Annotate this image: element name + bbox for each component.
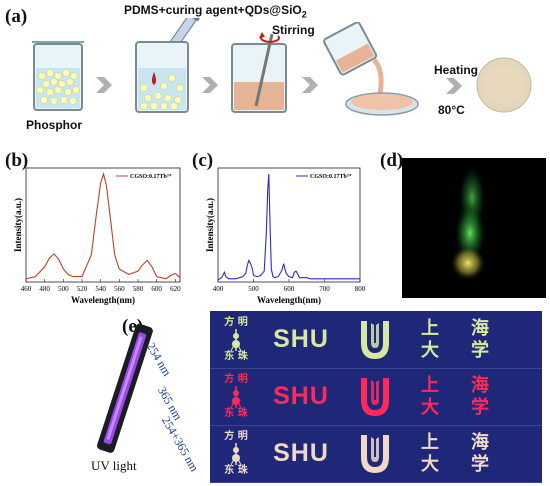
cjk-char-hai: 海 (471, 317, 489, 339)
chart-c: 400 500 600 700 800 CGSO:0.17Tb³⁺ Wavelength(n… (205, 167, 366, 305)
hai-xue-text: 海学 (452, 312, 508, 367)
x-tick-label: 540 (95, 285, 106, 293)
cjk-char-xue: 学 (471, 453, 489, 475)
shanghai-da-text: 上大 (408, 312, 452, 367)
phosphor-label: Phosphor (26, 118, 82, 132)
cjk-char-da: 大 (421, 396, 439, 418)
formula-prefix: PDMS+curing agent+QDs@SiO (124, 3, 302, 17)
formula-subscript: 2 (301, 9, 307, 20)
y-axis-title: Intensity(a.u.) (13, 198, 23, 252)
logo-text-bottom: 东 珠 (224, 407, 248, 419)
legend-label: CGSO:0.17Tb³⁺ (310, 173, 352, 180)
cjk-char-da: 大 (421, 453, 439, 475)
university-emblem (342, 426, 408, 481)
logo-text-top: 方 明 (224, 373, 248, 385)
cjk-char-hai: 海 (471, 431, 489, 453)
x-tick-label: 500 (248, 285, 259, 293)
x-axis-title: Wavelength(nm) (257, 295, 321, 305)
pearl-tower-logo: 方 明东 珠 (212, 426, 260, 481)
formula-label: PDMS+curing agent+QDs@SiO2 (124, 3, 307, 19)
logo-text-top: 方 明 (224, 430, 248, 442)
panel-c-label: (c) (192, 150, 214, 171)
pearl-tower-logo: 方 明东 珠 (212, 369, 260, 424)
chevron-right-icon (300, 77, 318, 98)
shu-label: SHU (273, 382, 329, 410)
tower-icon (230, 385, 242, 408)
panel-d-label: (d) (380, 150, 404, 171)
uv-lamp (92, 320, 156, 456)
cjk-char-xue: 学 (471, 339, 489, 361)
row-divider (210, 482, 542, 483)
emblem-icon (361, 377, 389, 416)
legend-label: CGSO:0.17Tb³⁺ (130, 173, 172, 180)
pouring-dish (322, 21, 422, 122)
x-tick-label: 580 (133, 285, 144, 293)
x-tick-label: 800 (355, 285, 366, 293)
luminescence-photo (402, 158, 546, 298)
shanghai-da-text: 上大 (408, 369, 452, 424)
plot-frame (25, 167, 181, 283)
heating-label: Heating (434, 63, 479, 77)
logo-text-bottom: 东 珠 (224, 350, 248, 362)
cured-film (474, 55, 534, 120)
tower-icon (230, 328, 242, 351)
hai-xue-text: 海学 (452, 426, 508, 481)
panel-b-label: (b) (5, 150, 29, 171)
hai-xue-text: 海学 (452, 369, 508, 424)
cjk-char-hai: 海 (471, 374, 489, 396)
chevron-right-icon (94, 77, 112, 98)
stirring-label: Stirring (272, 23, 315, 37)
beaker-mixing (128, 10, 201, 116)
x-tick-label: 520 (77, 285, 88, 293)
cjk-char-xue: 学 (471, 396, 489, 418)
cjk-char-shang: 上 (421, 431, 439, 453)
shu-label: SHU (273, 325, 329, 353)
shu-label: SHU (273, 439, 329, 467)
shu-text: SHU (260, 312, 342, 367)
x-tick-label: 460 (21, 285, 32, 293)
university-emblem (342, 369, 408, 424)
beaker-stirring (226, 32, 296, 116)
cjk-char-shang: 上 (421, 374, 439, 396)
logo-text-top: 方 明 (224, 316, 248, 328)
chevron-right-icon (200, 77, 218, 98)
cjk-char-shang: 上 (421, 317, 439, 339)
plot-frame (217, 167, 361, 283)
pearl-tower-logo: 方 明东 珠 (212, 312, 260, 367)
chart-b: 460 480 500 520 540 560 580 600 620 CGSO:0.17Tb³⁺… (13, 167, 181, 305)
logo-text-bottom: 东 珠 (224, 464, 248, 476)
row-divider (210, 425, 542, 426)
x-axis-title: Wavelength(nm) (71, 295, 135, 305)
x-tick-label: 700 (319, 285, 330, 293)
shanghai-da-text: 上大 (408, 426, 452, 481)
series-line (217, 173, 360, 281)
row-divider (210, 368, 542, 369)
photo-grid: 方 明东 珠 SHU 上大海学方 明东 珠 SHU 上大海学方 明东 珠 SHU 上大… (210, 311, 542, 483)
x-tick-label: 480 (39, 285, 50, 293)
caption-254-365: 254+365 nm (158, 414, 202, 474)
tower-icon (230, 442, 242, 465)
x-tick-label: 500 (58, 285, 69, 293)
shu-text: SHU (260, 369, 342, 424)
shu-text: SHU (260, 426, 342, 481)
x-tick-label: 400 (213, 285, 224, 293)
chevron-right-icon (444, 78, 462, 99)
panel-a-label: (a) (5, 6, 28, 27)
x-tick-label: 600 (151, 285, 162, 293)
emblem-icon (361, 320, 389, 359)
x-tick-label: 560 (114, 285, 125, 293)
university-emblem (342, 312, 408, 367)
x-tick-label: 600 (284, 285, 295, 293)
temperature-label: 80°C (438, 103, 465, 117)
x-tick-label: 620 (170, 285, 181, 293)
series-line (25, 172, 181, 280)
emblem-icon (361, 434, 389, 473)
cjk-char-da: 大 (421, 339, 439, 361)
y-axis-title: Intensity(a.u.) (205, 198, 215, 252)
uv-light-label: UV light (91, 458, 137, 473)
beaker-phosphor (28, 40, 88, 114)
